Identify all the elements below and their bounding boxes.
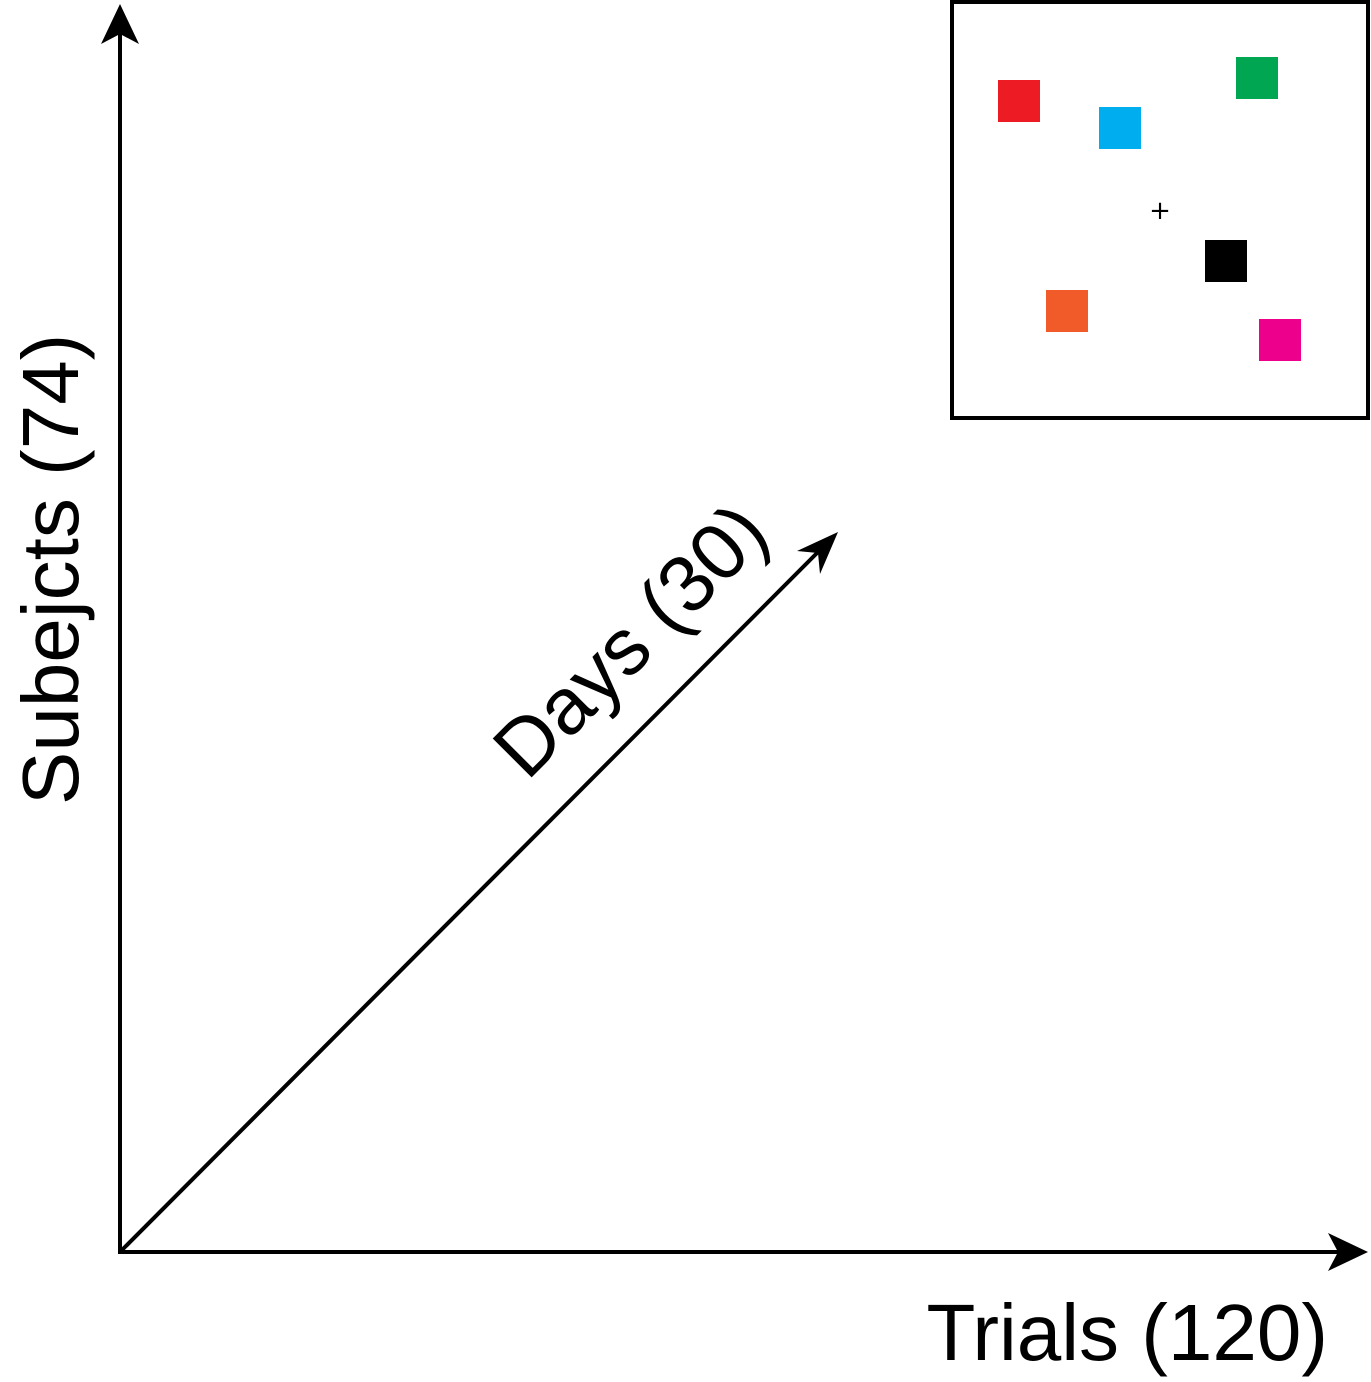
orange-square bbox=[1046, 290, 1088, 332]
red-square bbox=[998, 80, 1040, 122]
horizontal-axis-label: Trials (120) bbox=[926, 1288, 1328, 1377]
black-square bbox=[1205, 240, 1247, 282]
diagonal-axis-label: Days (30) bbox=[476, 486, 784, 794]
arrow-up-icon bbox=[101, 4, 139, 44]
fixation-cross: + bbox=[1149, 196, 1171, 226]
vertical-axis bbox=[101, 4, 139, 1252]
stimulus-panel: + bbox=[950, 0, 1370, 420]
vertical-axis-label: Subejcts (74) bbox=[6, 334, 95, 805]
arrow-diagonal-icon bbox=[797, 532, 838, 574]
arrow-right-icon bbox=[1328, 1233, 1368, 1271]
diagonal-axis bbox=[118, 532, 838, 1254]
horizontal-axis bbox=[118, 1233, 1368, 1271]
blue-square bbox=[1099, 107, 1141, 149]
green-square bbox=[1236, 57, 1278, 99]
magenta-square bbox=[1259, 319, 1301, 361]
